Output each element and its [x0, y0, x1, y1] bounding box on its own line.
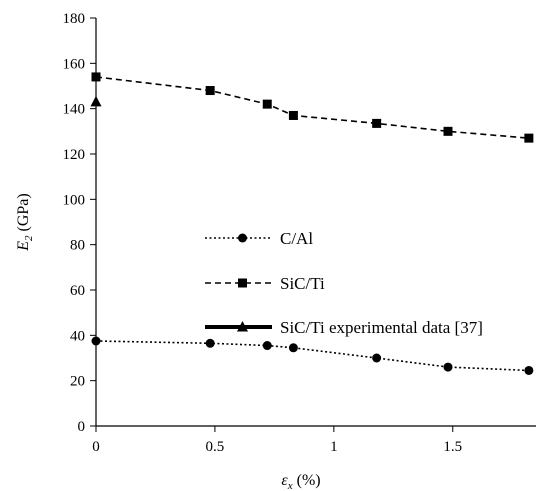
data-point	[443, 362, 453, 372]
legend-label: C/Al	[280, 229, 313, 248]
x-axis-label: εx (%)	[281, 472, 320, 491]
legend-marker	[238, 278, 247, 288]
y-axis-ticks: 0 20 40 60 80 100 120 140 160 180	[63, 11, 96, 435]
data-point	[288, 343, 298, 353]
y-tick-label: 120	[63, 147, 86, 163]
legend: C/Al SiC/Ti SiC/Ti experimental data [37]	[205, 229, 483, 337]
y-tick-label: 160	[63, 56, 86, 72]
y-tick-label: 80	[70, 238, 85, 254]
x-tick-label: 1.5	[443, 439, 462, 455]
series-0	[91, 336, 534, 375]
series-layer	[90, 72, 534, 375]
data-point	[288, 110, 298, 120]
data-point	[262, 341, 272, 351]
y-tick-label: 100	[63, 192, 86, 208]
y-tick-label: 20	[70, 374, 85, 390]
data-point	[524, 365, 534, 375]
data-point	[205, 338, 215, 348]
data-point	[262, 99, 272, 109]
legend-entry-0: C/Al	[205, 229, 313, 248]
axes	[95, 18, 536, 427]
legend-marker	[238, 233, 247, 243]
legend-entry-2: SiC/Ti experimental data [37]	[205, 318, 483, 337]
x-tick-label: 0	[92, 439, 100, 455]
data-point	[91, 72, 101, 82]
series-line	[95, 340, 529, 372]
legend-label: SiC/Ti experimental data [37]	[280, 318, 483, 337]
data-point	[90, 95, 102, 107]
data-point	[524, 133, 534, 143]
y-tick-label: 140	[63, 102, 86, 118]
data-point	[372, 118, 382, 128]
series-1	[91, 72, 534, 143]
y-tick-label: 60	[70, 283, 85, 299]
series-line	[95, 76, 529, 139]
legend-marker	[237, 321, 248, 332]
x-tick-label: 1	[330, 439, 338, 455]
y-axis-label: E2 (GPa)	[15, 193, 35, 252]
series-2	[90, 95, 102, 107]
y-tick-label: 40	[70, 328, 85, 344]
data-point	[443, 126, 453, 136]
legend-label: SiC/Ti	[280, 274, 325, 293]
y-tick-label: 0	[78, 419, 86, 435]
legend-entry-1: SiC/Ti	[205, 274, 325, 293]
x-axis-ticks: 0 0.5 1 1.5	[92, 426, 462, 455]
y-tick-label: 180	[63, 11, 86, 27]
x-tick-label: 0.5	[206, 439, 225, 455]
data-point	[205, 86, 215, 96]
data-point	[372, 353, 382, 363]
data-point	[91, 336, 101, 346]
